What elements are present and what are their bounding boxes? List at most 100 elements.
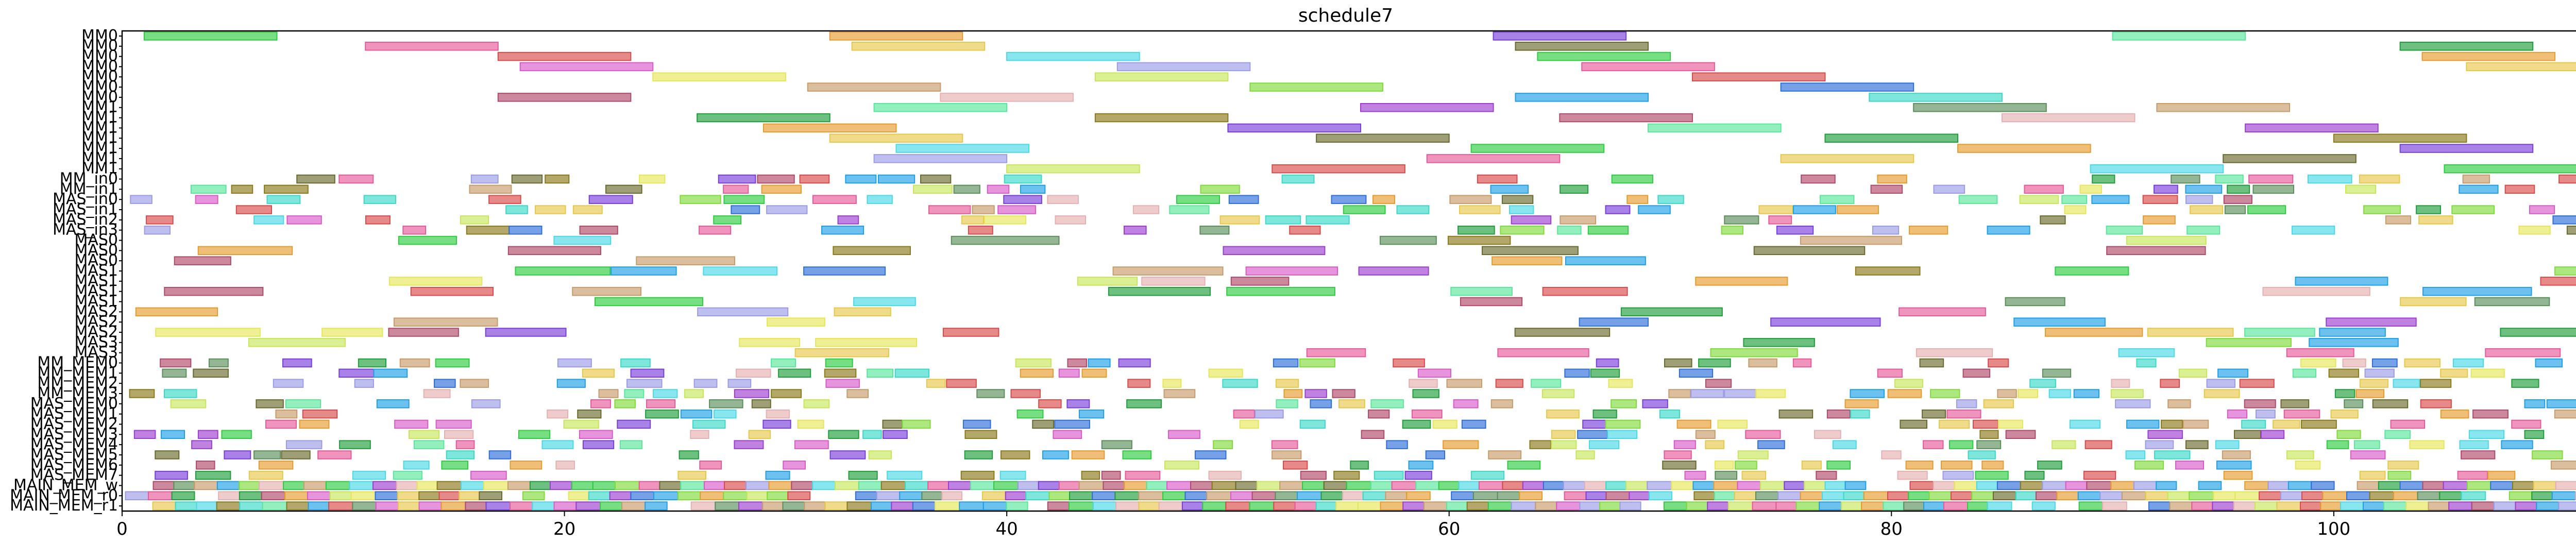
task-bar	[1020, 368, 1054, 378]
task-bar	[731, 205, 760, 214]
task-bar	[1370, 481, 1393, 490]
task-bar	[767, 491, 789, 500]
task-bar	[1408, 461, 1434, 470]
task-bar	[2086, 481, 2112, 490]
task-bar	[2167, 491, 2190, 500]
task-bar	[1758, 205, 1793, 214]
task-bar	[1017, 481, 1039, 490]
task-bar	[488, 195, 521, 204]
task-bar	[465, 501, 487, 511]
task-bar	[1933, 481, 1955, 490]
task-bar	[352, 470, 386, 480]
task-bar	[485, 328, 567, 337]
task-bar	[1981, 461, 2004, 470]
task-bar	[1289, 225, 1321, 235]
y-tick-label: MAS1	[74, 272, 118, 290]
task-bar	[1402, 501, 1425, 511]
task-bar	[846, 501, 872, 511]
task-bar	[714, 409, 737, 419]
task-bar	[2350, 450, 2386, 460]
task-bar	[1560, 184, 1589, 194]
task-bar	[2185, 195, 2213, 204]
task-bar	[638, 481, 660, 490]
task-bar	[1559, 113, 1693, 123]
task-bar	[2204, 389, 2240, 398]
task-bar	[284, 491, 308, 500]
task-bar	[1695, 277, 1788, 286]
task-bar	[1542, 286, 1628, 296]
task-bar	[1490, 184, 1529, 194]
task-bar	[1778, 409, 1814, 419]
task-bar	[2359, 470, 2386, 480]
task-bar	[1271, 440, 1298, 449]
task-bar	[1801, 461, 1822, 470]
task-bar	[1582, 419, 1606, 429]
task-bar	[1283, 389, 1303, 398]
task-bar	[1350, 461, 1369, 470]
x-axis: 0 20 40 60 80 100	[116, 511, 2350, 539]
task-bar	[821, 225, 865, 235]
task-bar	[1705, 379, 1732, 388]
task-bar	[469, 184, 512, 194]
task-bar	[1279, 481, 1303, 490]
task-bar	[1006, 52, 1140, 61]
task-bar	[1094, 113, 1229, 123]
task-bar	[1988, 358, 2009, 368]
task-bar	[825, 379, 860, 388]
task-bar	[825, 358, 853, 368]
task-bar	[1800, 491, 1823, 500]
task-bar	[2334, 389, 2355, 398]
task-bar	[1315, 501, 1337, 511]
task-bar	[1446, 379, 1482, 388]
task-bar	[2024, 470, 2045, 480]
task-bar	[317, 450, 352, 460]
task-bar	[626, 379, 663, 388]
task-bar	[1227, 123, 1361, 133]
task-bar	[196, 501, 217, 511]
task-bar	[2511, 419, 2541, 429]
task-bar	[1686, 501, 1708, 511]
task-bar	[1841, 501, 1862, 511]
task-bar	[194, 481, 218, 490]
task-bar	[1047, 195, 1079, 204]
task-bar	[2160, 379, 2180, 388]
task-bar	[1332, 389, 1355, 398]
task-bar	[1449, 195, 1492, 204]
task-bar	[2371, 358, 2398, 368]
task-bar	[724, 481, 747, 490]
task-bar	[1447, 235, 1511, 245]
task-bar	[197, 246, 293, 256]
task-bar	[609, 491, 632, 500]
task-bar	[2330, 409, 2359, 419]
task-bar	[1472, 491, 1498, 500]
task-bar	[1662, 461, 1697, 470]
task-bar	[1664, 450, 1692, 460]
task-bar	[1200, 184, 1240, 194]
task-bar	[1717, 419, 1748, 429]
task-bar	[1423, 501, 1447, 511]
task-bar	[1735, 461, 1757, 470]
task-bar	[1564, 368, 1590, 378]
task-bar	[2524, 399, 2546, 409]
task-bar	[155, 470, 188, 480]
task-bar	[2501, 440, 2533, 449]
task-bar	[1335, 501, 1359, 511]
task-bar	[1671, 481, 1694, 490]
task-bar	[2518, 225, 2551, 235]
gantt-bars	[125, 31, 2576, 511]
task-bar	[485, 501, 511, 511]
task-bar	[1490, 399, 1513, 409]
task-bar	[834, 307, 891, 317]
task-bar	[1320, 491, 1344, 500]
task-bar	[1273, 358, 1299, 368]
task-bar	[2320, 501, 2342, 511]
task-bar	[1088, 358, 1111, 368]
task-bar	[2333, 133, 2467, 143]
task-bar	[2344, 399, 2364, 409]
task-bar	[2227, 184, 2250, 194]
task-bar	[1225, 501, 1250, 511]
task-bar	[1509, 205, 1534, 214]
task-bar	[684, 389, 704, 398]
task-bar	[2019, 195, 2059, 204]
task-bar	[399, 358, 430, 368]
